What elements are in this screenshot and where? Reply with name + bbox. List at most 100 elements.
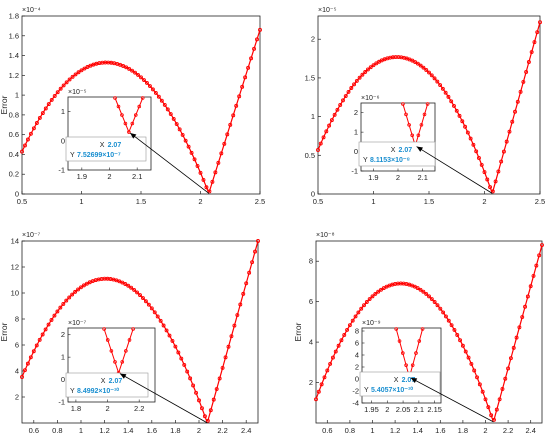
error-point [321,135,326,140]
error-point [460,343,465,348]
error-point [210,179,215,184]
y-tick-label: 0.5 [305,151,315,160]
datatip: X 2.07 Y 8.4992×10⁻¹⁰ [65,372,149,398]
error-point [376,289,381,294]
x-tick-label: 2 [482,197,486,206]
error-point [424,291,429,296]
datatip-y-value: 8.1153×10⁻⁸ [370,157,410,164]
error-point [368,65,373,70]
error-point [347,323,352,328]
error-point [188,376,193,381]
error-point [121,63,126,68]
error-point [510,119,515,124]
y-exponent-label: ×10⁻⁷ [22,232,41,239]
inset-y-tick-label: 1 [61,353,65,362]
error-point [49,318,54,322]
error-point [322,375,327,380]
inset-y-tick-label: 2 [354,108,358,117]
inset-point [414,351,418,355]
error-point [421,289,426,294]
error-point [333,349,338,354]
x-tick-label: 1 [370,426,374,435]
y-exponent-label: ×10⁻⁸ [316,232,335,239]
error-point [155,314,160,319]
error-point [186,144,191,149]
error-point [432,76,437,81]
x-tick-label: 1.2 [390,426,400,435]
error-point [338,103,343,107]
datatip-x-label: X [391,147,396,154]
inset-point [123,121,128,126]
inset-x-tick-label: 2 [107,172,111,181]
x-tick-label: 0.8 [345,426,355,435]
subplot-4: 0.6 0.8 1 1.2 1.4 1.6 1.8 2 2.2 2.4 2 4 6 8 ×10⁻⁸ Error… [293,232,544,435]
error-point [443,90,448,95]
x-tick-label: 0.5 [313,197,323,206]
error-point [508,356,513,361]
zoom-arrow [129,132,210,194]
error-point [214,387,219,391]
y-axis-label: Error [0,95,9,114]
datatip-y-label: Y [70,152,75,159]
datatip-x-value: 2.07 [109,378,123,385]
inset-y-tick-label: 1 [354,128,358,137]
x-tick-label: 1.8 [458,426,468,435]
error-point [524,69,529,74]
error-point [441,310,446,315]
error-point [489,413,494,418]
error-point [339,338,344,343]
error-point [490,189,495,194]
error-point [211,397,216,402]
error-point [153,90,158,95]
error-point [70,292,75,297]
error-point [185,369,190,374]
error-point [228,122,233,127]
error-point [325,368,330,373]
error-point [247,270,252,275]
error-point [465,130,470,135]
error-point [28,131,33,136]
error-point [537,253,542,258]
error-point [173,344,178,349]
inset-point [404,363,408,367]
y-tick-label: 0.8 [9,110,19,119]
error-point [84,281,89,286]
error-point [452,327,457,332]
error-point [480,389,485,394]
error-point [444,314,448,319]
error-point [180,132,185,137]
error-point [493,179,498,184]
error-point [427,70,431,75]
error-point [250,260,255,265]
error-markers [316,20,542,194]
inset-y-tick-label: 4 [355,351,359,360]
inset-point [420,327,425,331]
inset-y-tick-label: 8 [355,327,359,336]
error-point [152,310,157,315]
inset-point [410,133,414,138]
error-point [26,137,30,142]
x-tick-label: 2.4 [241,426,251,435]
error-point [318,141,323,146]
error-point [472,368,477,373]
error-point [202,414,207,419]
error-point [528,284,533,289]
error-point [438,83,443,88]
inset-x-tick-label: 2.1 [417,173,427,182]
error-point [520,315,525,319]
inset-point [419,123,424,127]
y-axis-label: Error [0,322,9,341]
x-tick-label: 0.8 [52,426,62,435]
x-tick-label: 1.8 [170,426,180,435]
error-point [532,40,537,45]
inset-point [130,121,135,126]
error-point [182,362,187,367]
error-point [197,398,201,403]
x-tick-label: 1.5 [136,197,146,206]
error-point [373,291,378,296]
error-point [43,327,48,332]
zoom-arrow [416,146,493,194]
error-point [535,30,540,35]
error-point [531,273,536,278]
inset-x-tick-label: 2.2 [134,404,144,413]
